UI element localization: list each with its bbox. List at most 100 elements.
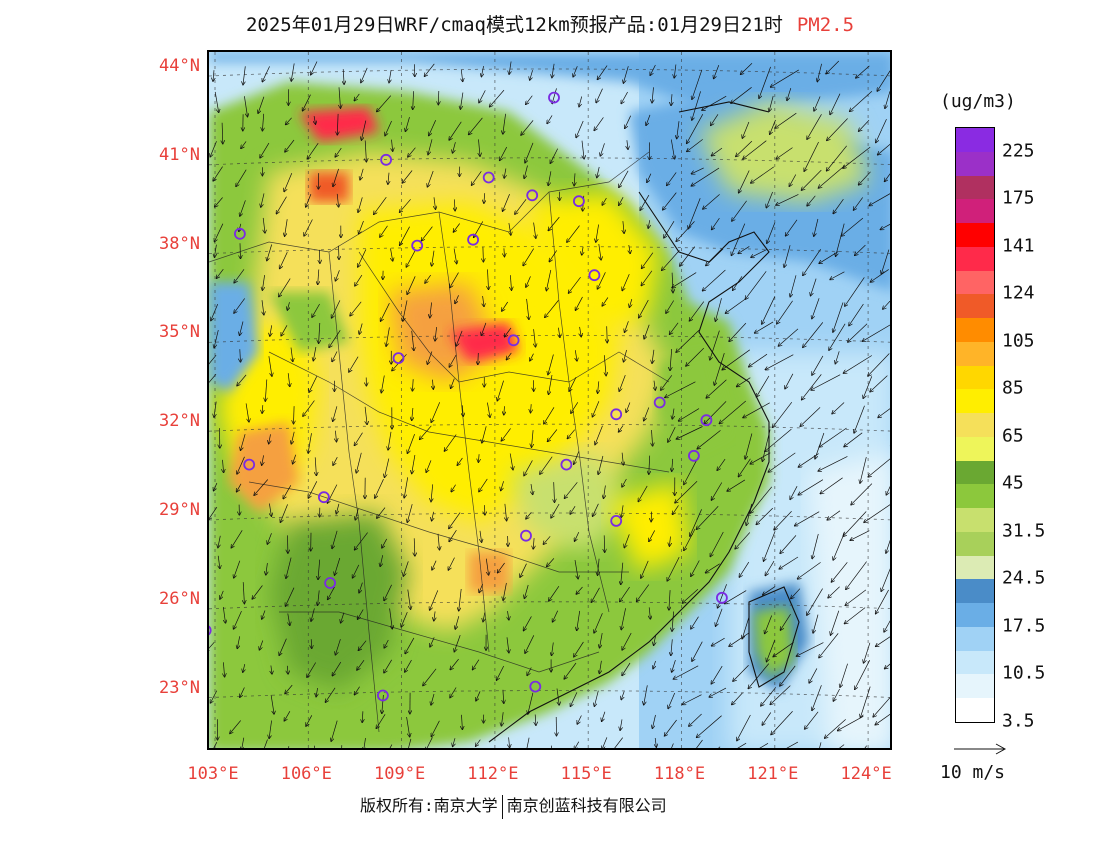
wind-arrow (732, 692, 743, 705)
wind-arrow (524, 460, 533, 475)
wind-arrow (692, 91, 701, 120)
legend-swatch (956, 508, 994, 533)
lat-tick-label: 26°N (159, 588, 200, 609)
wind-arrow (884, 620, 890, 632)
wind-arrow (809, 668, 818, 683)
wind-arrow (777, 300, 793, 324)
city-station-marker (482, 171, 495, 184)
wind-arrow (575, 350, 577, 361)
wind-arrow (835, 351, 840, 363)
wind-arrow (644, 324, 650, 339)
wind-arrow (220, 590, 224, 599)
wind-arrow (549, 250, 557, 261)
wind-arrow (237, 374, 247, 386)
legend-value-label: 65 (1002, 425, 1024, 447)
map-title: 2025年01月29日WRF/cmaq模式12km预报产品:01月29日21时 P… (0, 10, 1100, 37)
legend-value-label: 3.5 (1002, 710, 1035, 732)
wind-arrow (671, 94, 672, 105)
wind-arrow (286, 557, 292, 579)
wind-arrow (218, 555, 220, 569)
wind-arrow (333, 457, 338, 465)
wind-arrow (831, 610, 840, 635)
wind-arrow (845, 607, 866, 624)
wind-arrow (318, 590, 320, 605)
wind-arrow (696, 739, 703, 748)
wind-arrow (483, 295, 484, 307)
wind-arrow (596, 224, 599, 243)
wind-arrow (552, 642, 554, 656)
wind-arrow (843, 511, 867, 537)
wind-arrow (213, 166, 223, 181)
wind-arrow (525, 635, 535, 653)
wind-arrow (774, 510, 792, 530)
wind-arrow (552, 63, 554, 78)
wind-arrow (283, 485, 292, 498)
wind-arrow (622, 452, 623, 465)
wind-arrow (841, 217, 864, 236)
wind-arrow (487, 402, 490, 418)
wind-arrow (408, 147, 416, 157)
city-station-marker (572, 195, 585, 208)
wind-arrow (545, 300, 559, 317)
wind-arrow (234, 560, 241, 578)
wind-arrow (742, 615, 750, 639)
wind-arrow (509, 223, 511, 235)
city-station-marker (610, 408, 623, 421)
copyright-footer: 版权所有:南京大学 南京创蓝科技有限公司 (360, 792, 667, 819)
wind-arrow (449, 530, 457, 541)
wind-arrow (672, 272, 673, 293)
wind-arrow (672, 659, 676, 672)
wind-arrow (703, 269, 726, 291)
city-station-marker (548, 91, 560, 104)
wind-arrow (875, 713, 890, 725)
wind-arrow (639, 299, 649, 318)
wind-arrow (449, 354, 457, 367)
wind-arrow (567, 429, 575, 439)
wind-arrow (262, 275, 264, 290)
wind-arrow (476, 739, 481, 747)
wind-arrow (877, 70, 890, 91)
wind-arrow (558, 327, 560, 338)
wind-arrow (885, 91, 890, 108)
wind-arrow (556, 688, 559, 706)
wind-arrow (333, 168, 339, 187)
wind-arrow (769, 95, 774, 111)
wind-arrow (455, 616, 460, 629)
wind-arrow (881, 249, 890, 274)
wind-arrow (885, 663, 890, 669)
wind-arrow (790, 275, 797, 297)
wind-arrow (604, 485, 606, 499)
wind-arrow (287, 302, 289, 310)
wind-arrow (392, 139, 393, 152)
wind-arrow (450, 272, 459, 288)
wind-arrow (690, 509, 702, 536)
city-station-marker (588, 269, 601, 282)
wind-arrow (677, 121, 680, 138)
wind-arrow (461, 69, 462, 82)
wind-arrow (826, 60, 840, 74)
wind-arrow (362, 711, 363, 722)
wind-arrow (622, 662, 631, 676)
city-station-marker (687, 449, 700, 462)
city-station-marker (716, 591, 728, 604)
wind-arrow (724, 590, 747, 604)
wind-arrow (237, 636, 241, 648)
city-station-marker (526, 189, 539, 202)
wind-arrow (868, 353, 890, 376)
wind-arrow (619, 425, 624, 432)
wind-arrow (649, 455, 650, 475)
wind-arrow (676, 329, 700, 352)
wind-arrow (382, 694, 384, 713)
wind-arrow (574, 641, 584, 657)
wind-arrow (261, 193, 265, 207)
legend-swatch (956, 294, 994, 319)
wind-arrow (843, 355, 872, 374)
wind-arrow (380, 225, 388, 237)
wind-arrow (597, 272, 606, 289)
wind-arrow (670, 322, 679, 335)
wind-arrow (703, 194, 720, 209)
wind-arrow (551, 503, 560, 518)
wind-arrow (543, 536, 551, 544)
wind-arrow (408, 738, 412, 748)
wind-arrow (364, 738, 366, 748)
